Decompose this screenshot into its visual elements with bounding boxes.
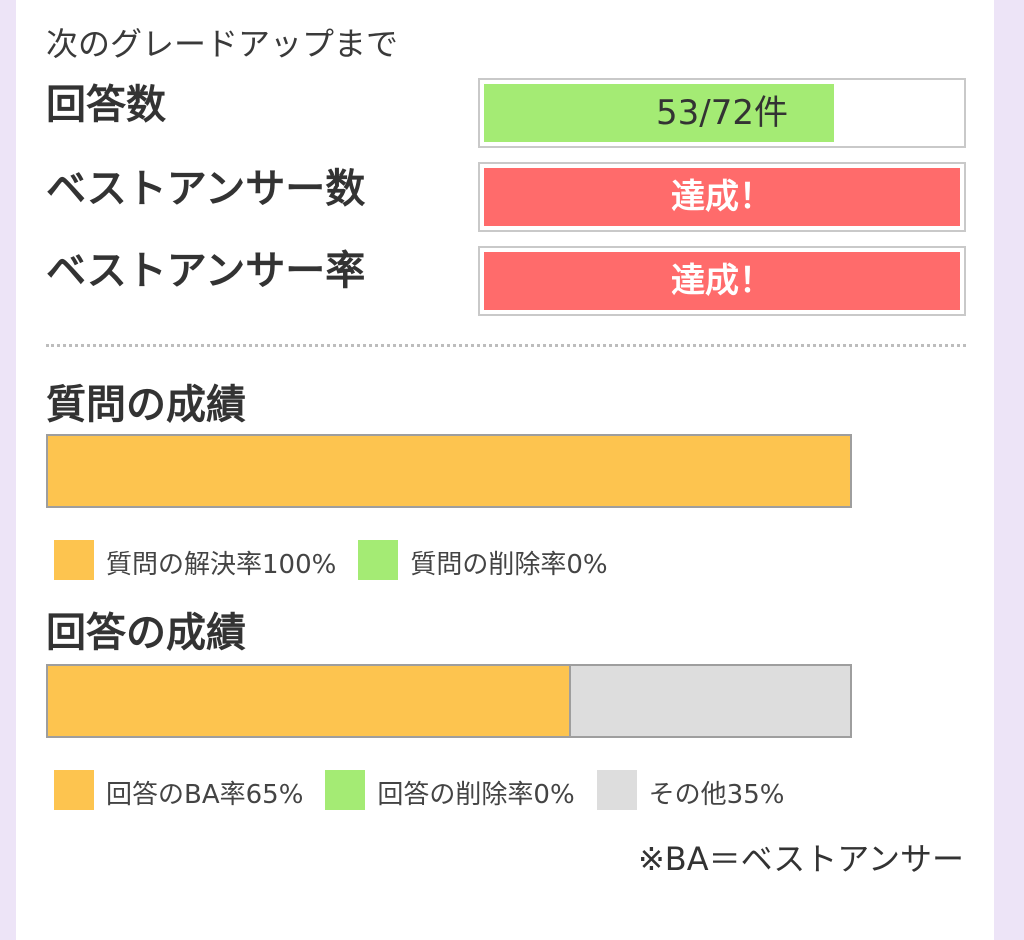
legend-label: 質問の解決率100% bbox=[106, 550, 337, 580]
best-answer-rate-label: ベストアンサー率 bbox=[46, 248, 366, 294]
legend-label: 回答のBA率65% bbox=[106, 780, 304, 810]
best-answer-rate-progress-bar: 達成！ bbox=[478, 246, 966, 316]
footnote-ba-definition: ※BA＝ベストアンサー bbox=[637, 840, 964, 878]
legend-swatch-orange bbox=[54, 540, 94, 580]
best-answer-count-progress-bar: 達成！ bbox=[478, 162, 966, 232]
answer-count-label: 回答数 bbox=[46, 82, 166, 128]
answer-ba-segment bbox=[48, 666, 570, 736]
legend-swatch-gray bbox=[596, 770, 637, 810]
question-stats-legend: 質問の解決率100% 質問の削除率0% bbox=[54, 536, 630, 580]
question-resolved-segment bbox=[48, 436, 850, 506]
best-answer-count-progress-fill bbox=[484, 168, 960, 226]
legend-item-answer-ba: 回答のBA率65% bbox=[54, 770, 303, 810]
best-answer-rate-status: 達成！ bbox=[671, 261, 773, 301]
section-divider bbox=[46, 344, 966, 347]
legend-label: 回答の削除率0% bbox=[377, 780, 575, 810]
grade-up-title: 次のグレードアップまで bbox=[46, 25, 399, 63]
best-answer-count-status: 達成！ bbox=[671, 177, 773, 217]
legend-swatch-green bbox=[325, 770, 366, 810]
answer-stats-bar bbox=[46, 664, 852, 738]
answer-other-segment bbox=[569, 666, 850, 736]
answer-count-progress-fill bbox=[484, 84, 835, 142]
question-stats-bar bbox=[46, 434, 852, 508]
legend-label: 質問の削除率0% bbox=[410, 550, 608, 580]
grade-panel: 次のグレードアップまで 回答数 53/72件 ベストアンサー数 達成！ ベストア… bbox=[16, 0, 994, 940]
answer-count-progress-bar: 53/72件 bbox=[478, 78, 966, 148]
best-answer-count-label: ベストアンサー数 bbox=[46, 166, 366, 212]
legend-label: その他35% bbox=[648, 780, 785, 810]
answer-stats-title: 回答の成績 bbox=[46, 610, 246, 656]
answer-count-value: 53/72件 bbox=[656, 93, 788, 133]
answer-stats-legend: 回答のBA率65% 回答の削除率0% その他35% bbox=[54, 766, 806, 810]
legend-item-question-deleted: 質問の削除率0% bbox=[358, 540, 608, 580]
legend-swatch-orange bbox=[54, 770, 94, 810]
question-stats-title: 質問の成績 bbox=[46, 382, 246, 428]
legend-swatch-green bbox=[358, 540, 399, 580]
legend-item-answer-deleted: 回答の削除率0% bbox=[325, 770, 575, 810]
legend-item-answer-other: その他35% bbox=[596, 770, 785, 810]
legend-item-question-resolved: 質問の解決率100% bbox=[54, 540, 336, 580]
best-answer-rate-progress-fill bbox=[484, 252, 960, 310]
